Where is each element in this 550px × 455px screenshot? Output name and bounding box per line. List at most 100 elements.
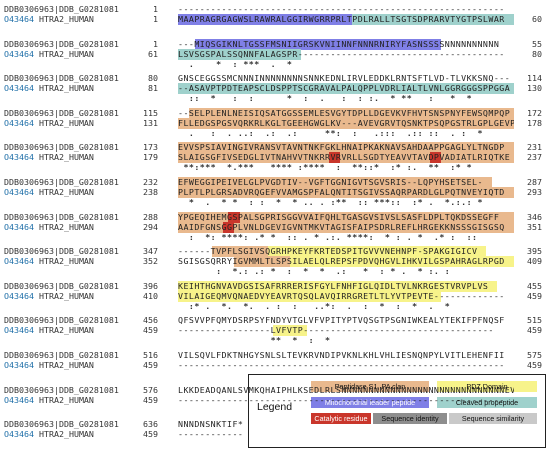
sequence-text: LSVSGSPALSSQNNFALAGSPR------------------… xyxy=(178,48,505,59)
start-position: 459 xyxy=(143,360,158,370)
sequence-text: KEIHTHGNVAVDGSISAFRRRERISFGYLFNHFIGLQIDL… xyxy=(178,280,489,291)
sequence-text: ----------------------------------------… xyxy=(178,360,505,370)
subject-accession[interactable]: O43464 xyxy=(4,290,34,301)
start-position: 410 xyxy=(143,290,158,301)
start-position: 288 xyxy=(143,211,158,222)
conservation-row xyxy=(0,24,550,35)
highlight-peptidase xyxy=(178,187,514,198)
subject-accession[interactable]: O43464 xyxy=(4,152,34,163)
query-name: DDB0306963|DDB_G0281081 xyxy=(4,384,119,395)
subject-label: HTRA2_HUMAN xyxy=(33,152,94,163)
subject-accession[interactable]: O43464 xyxy=(4,360,34,370)
sequence: ----------------------------------------… xyxy=(178,4,514,15)
end-position: 346 xyxy=(527,211,542,222)
legend-sequence-identity: Sequence identity xyxy=(373,413,447,424)
sequence-text: EVVSPSIAVINGIVRANSVTAVNTNKFGKLHNAIPKAKNA… xyxy=(178,142,505,153)
highlight-pdz xyxy=(178,290,442,302)
start-position: 173 xyxy=(143,142,158,153)
sequence-text: EFWEGGIPEIVELGLPVGDTIV--VGFTGGNIGVTSGVSR… xyxy=(178,177,483,187)
sequence-text: NNNDNSNKTIF* xyxy=(178,419,244,430)
highlight-peptidase xyxy=(178,221,514,233)
subject-accession[interactable]: O43464 xyxy=(4,187,34,197)
sequence: KEIHTHGNVAVDGSISAFRRRERISFGYLFNHFIGLQIDL… xyxy=(178,280,514,292)
start-position: 232 xyxy=(143,177,158,187)
sequence-text: --ASAVPTPDTEAPSCLDSPPTSCGRAVALPALQPPLVDR… xyxy=(178,83,511,94)
subject-name[interactable]: O43464 HTRA2_HUMAN xyxy=(4,152,94,163)
subject-accession[interactable]: O43464 xyxy=(4,221,34,232)
start-position: 459 xyxy=(143,429,158,440)
sequence-row: O43464 HTRA2_HUMAN 61 LSVSGSPALSSQNNFALAGS… xyxy=(0,48,550,60)
subject-accession[interactable]: O43464 xyxy=(4,14,34,24)
sequence-row: DDB0306963|DDB_G0281081 232 EFWEGGIPEIVELG… xyxy=(0,177,550,188)
subject-name[interactable]: O43464 HTRA2_HUMAN xyxy=(4,14,94,25)
end-position: 237 xyxy=(527,152,542,163)
subject-name[interactable]: O43464 HTRA2_HUMAN xyxy=(4,325,94,336)
sequence: YPGEQIHEMGSPALSGPRISGGVVAIFQHLTGASGVSIVS… xyxy=(178,211,514,223)
sequence: EFWEGGIPEIVELGLPVGDTIV--VGFTGGNIGVTSGVSR… xyxy=(178,177,514,188)
end-position: 459 xyxy=(527,325,542,336)
subject-accession[interactable]: O43464 xyxy=(4,394,34,405)
sequence-row: O43464 HTRA2_HUMAN 410 VILAIGEQMVQNAEDVYEA… xyxy=(0,290,550,302)
end-position: 178 xyxy=(527,117,542,128)
subject-name[interactable]: O43464 HTRA2_HUMAN xyxy=(4,49,94,60)
highlight-peptidase xyxy=(178,117,514,129)
conservation-row: : *: ****: .* * :: . * .:. ****: * : . *… xyxy=(0,232,550,243)
start-position: 80 xyxy=(148,73,158,84)
query-name: DDB0306963|DDB_G0281081 xyxy=(4,142,119,153)
conservation-row: :: * : : * : . : : :. * ** : * * xyxy=(0,93,550,104)
sequence-row: O43464 HTRA2_HUMAN 179 SLAIGSGFIVSEDGLIVTN… xyxy=(0,152,550,164)
subject-name[interactable]: O43464 HTRA2_HUMAN xyxy=(4,83,94,94)
subject-name[interactable]: O43464 HTRA2_HUMAN xyxy=(4,118,94,129)
subject-label: HTRA2_HUMAN xyxy=(33,187,94,197)
sequence-row: O43464 HTRA2_HUMAN 459 -------------------… xyxy=(0,360,550,371)
subject-accession[interactable]: O43464 xyxy=(4,117,34,128)
alignment-block: DDB0306963|DDB_G0281081 173 EVVSPSIAVINGIV… xyxy=(0,138,550,178)
subject-name[interactable]: O43464 HTRA2_HUMAN xyxy=(4,360,94,371)
alignment-block: DDB0306963|DDB_G0281081 288 YPGEQIHEMGSPAL… xyxy=(0,208,550,248)
subject-name[interactable]: O43464 HTRA2_HUMAN xyxy=(4,187,94,198)
subject-name[interactable]: O43464 HTRA2_HUMAN xyxy=(4,222,94,233)
end-position: 515 xyxy=(527,315,542,326)
query-name: DDB0306963|DDB_G0281081 xyxy=(4,211,119,222)
end-position: 351 xyxy=(527,221,542,232)
end-position: 293 xyxy=(527,187,542,197)
subject-accession[interactable]: O43464 xyxy=(4,256,34,267)
sequence: ----------------------------------------… xyxy=(178,360,514,371)
sequence: --SELPLENLNEISIQSATGGSSEMLESVGYTDPLLDGEV… xyxy=(178,107,514,119)
sequence-text: QFSVVPFQMYDSRPSYFNDYVTGLVFVPITYPTVQSGTPS… xyxy=(178,315,505,326)
legend-catalytic-residue: Catalytic residue xyxy=(311,413,371,424)
sequence: QFSVVPFQMYDSRPSYFNDYVTGLVFVPITYPTVQSGTPS… xyxy=(178,315,514,326)
subject-label: HTRA2_HUMAN xyxy=(33,325,94,336)
start-position: 1 xyxy=(153,14,158,24)
sequence: SLAIGSGFIVSEDGLIVTNAHVVTNKRRVRVRLLSGDTYE… xyxy=(178,152,514,164)
end-position: 287 xyxy=(527,177,542,187)
subject-accession[interactable]: O43464 xyxy=(4,48,34,59)
sequence-text: PLPTLPLGRSADVRQGEFVVAMGSPFALQNTITSGIVSSA… xyxy=(178,187,505,197)
sequence-row: O43464 HTRA2_HUMAN 1 MAAPRAGRGAGWSLRAWRALG… xyxy=(0,14,550,25)
subject-accession[interactable]: O43464 xyxy=(4,325,34,336)
highlight-catalytic xyxy=(329,152,341,164)
legend: Legend Peptidase S1, PA clan PDZ Domain … xyxy=(248,374,546,448)
subject-label: HTRA2_HUMAN xyxy=(33,256,94,267)
conservation-row: * . * * : : * * .. . :** :: ***:: :* . *… xyxy=(0,197,550,208)
subject-name[interactable]: O43464 HTRA2_HUMAN xyxy=(4,395,94,406)
end-position: 114 xyxy=(527,73,542,84)
sequence-row: DDB0306963|DDB_G0281081 1 ---MIQSGIKNLTGSS… xyxy=(0,38,550,50)
query-name: DDB0306963|DDB_G0281081 xyxy=(4,315,119,326)
subject-label: HTRA2_HUMAN xyxy=(33,360,94,370)
subject-name[interactable]: O43464 HTRA2_HUMAN xyxy=(4,291,94,302)
sequence-text: GNSCEGGSSMCNNNINNNNNNNNSNNKEDNLIRVLEDDKL… xyxy=(178,73,511,84)
sequence: AAIDFGNSGGPLVNLDGEVIGVNTMKVTAGISFAIPSDRL… xyxy=(178,221,514,233)
sequence-row: DDB0306963|DDB_G0281081 115 --SELPLENLNEIS… xyxy=(0,107,550,119)
subject-name[interactable]: O43464 HTRA2_HUMAN xyxy=(4,429,94,440)
alignment-block: DDB0306963|DDB_G0281081 232 EFWEGGIPEIVELG… xyxy=(0,173,550,213)
legend-sequence-similarity: Sequence similarity xyxy=(449,413,537,424)
query-name: DDB0306963|DDB_G0281081 xyxy=(4,177,119,187)
alignment-block: DDB0306963|DDB_G0281081 1 ---MIQSGIKNLTGSS… xyxy=(0,35,550,75)
subject-name[interactable]: O43464 HTRA2_HUMAN xyxy=(4,256,94,267)
sequence-text: -----------------LVFVTP-----------------… xyxy=(178,325,494,336)
start-position: 238 xyxy=(143,187,158,197)
sequence-text: MAAPRAGRGAGWSLRAWRALGGIRWGRRPRLTPDLRALLT… xyxy=(178,14,505,24)
subject-accession[interactable]: O43464 xyxy=(4,429,34,440)
subject-accession[interactable]: O43464 xyxy=(4,83,34,94)
